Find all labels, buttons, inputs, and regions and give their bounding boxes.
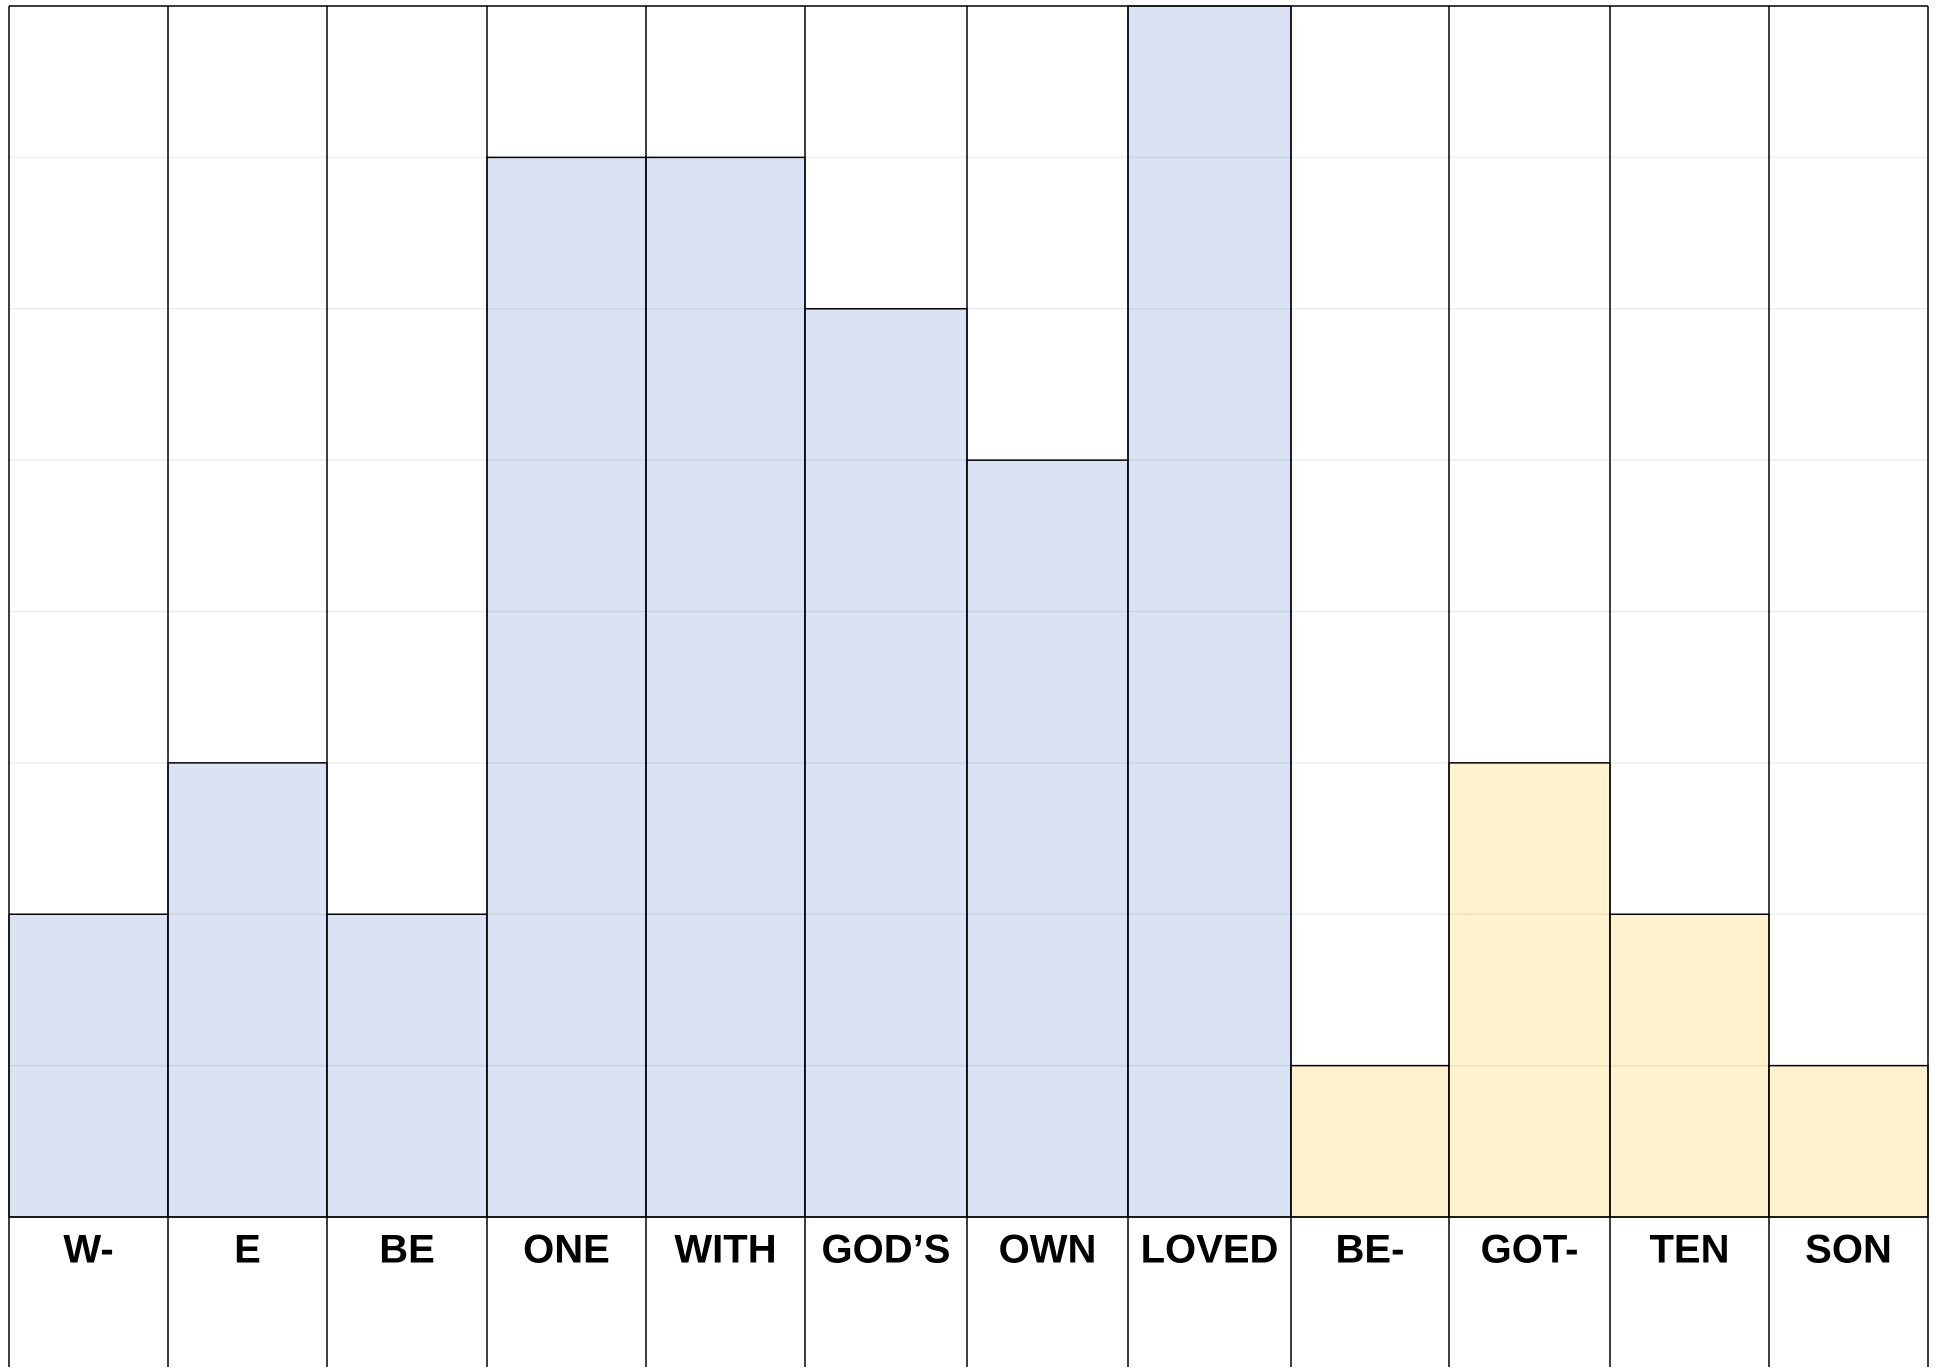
x-tick-label: OWN bbox=[999, 1228, 1097, 1272]
x-tick-label: BE bbox=[379, 1228, 435, 1272]
bar bbox=[804, 308, 968, 1218]
x-tick-label: TEN bbox=[1650, 1228, 1730, 1272]
bar bbox=[486, 156, 647, 1218]
x-tick-label: BE- bbox=[1336, 1228, 1405, 1272]
x-tick-label: LOVED bbox=[1141, 1228, 1279, 1272]
x-tick-label: E bbox=[234, 1228, 261, 1272]
x-tick-label: ONE bbox=[523, 1228, 610, 1272]
bar bbox=[167, 762, 328, 1218]
bar bbox=[326, 913, 488, 1218]
bar bbox=[1290, 1064, 1450, 1218]
bar bbox=[1127, 5, 1292, 1218]
bar bbox=[1609, 913, 1770, 1218]
x-tick-label: W- bbox=[63, 1228, 113, 1272]
x-tick-label: GOT- bbox=[1481, 1228, 1579, 1272]
bar bbox=[1448, 762, 1611, 1218]
bar bbox=[1768, 1064, 1929, 1218]
x-tick-label: SON bbox=[1805, 1228, 1892, 1272]
x-tick-label: WITH bbox=[674, 1228, 776, 1272]
bar bbox=[966, 459, 1129, 1218]
bar bbox=[645, 156, 806, 1218]
bar bbox=[8, 913, 169, 1218]
x-tick-label: GOD’S bbox=[822, 1228, 951, 1272]
